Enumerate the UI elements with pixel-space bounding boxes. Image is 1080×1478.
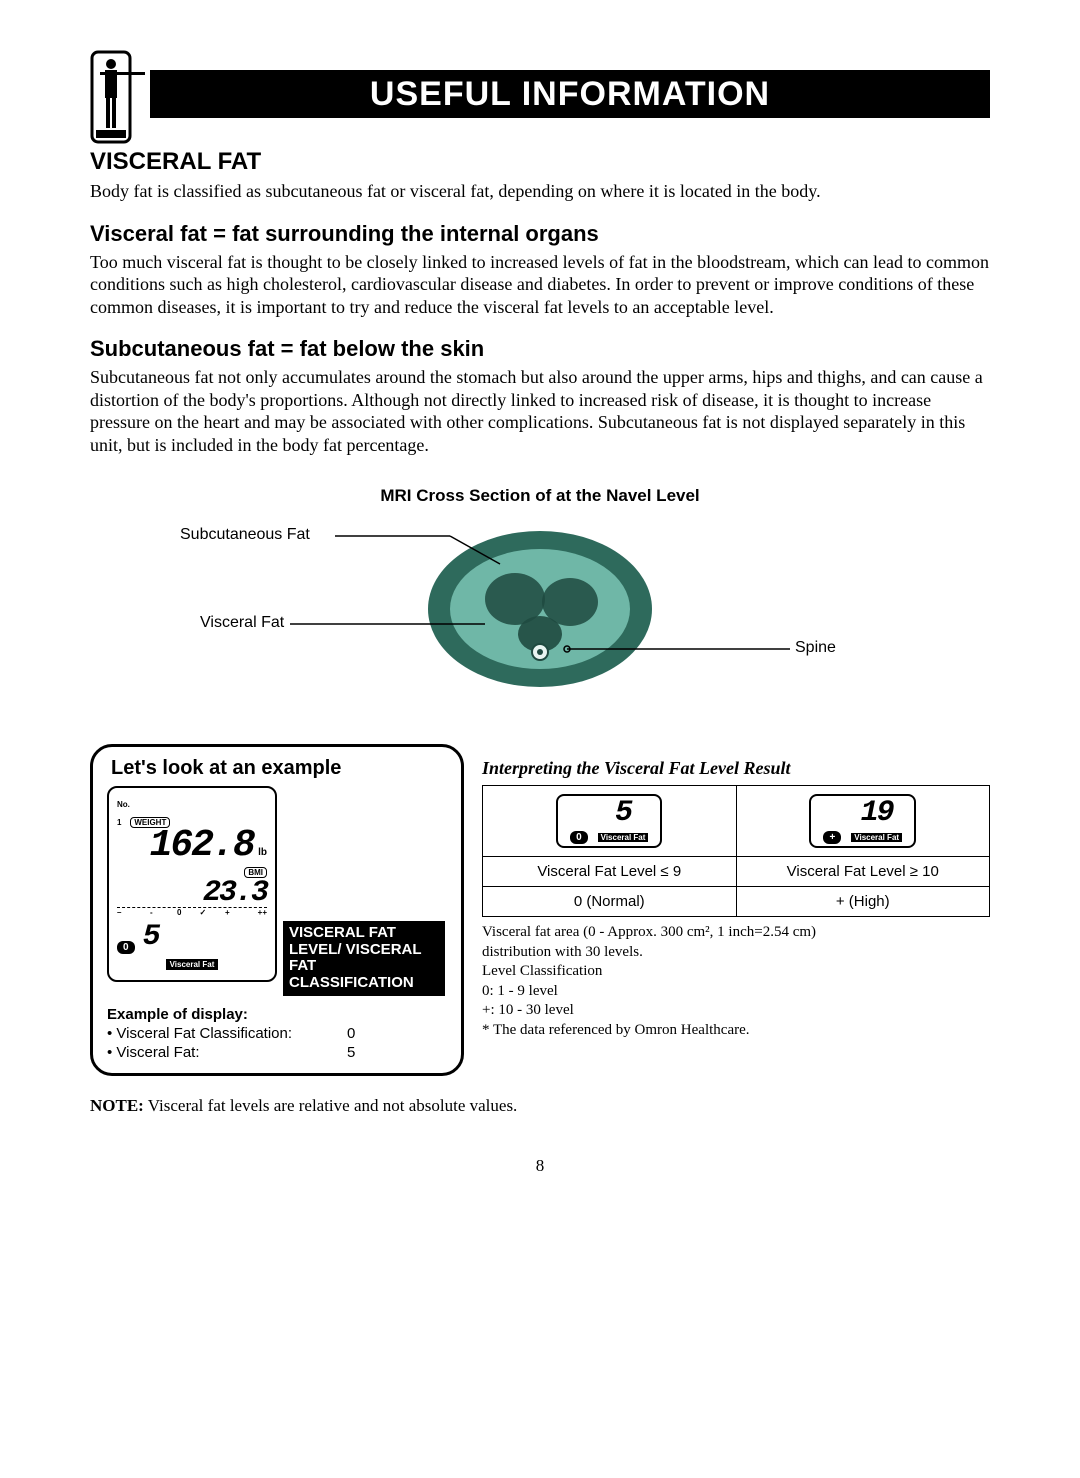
mini-lcd-left-value: 5 xyxy=(615,796,631,830)
mri-label-spine: Spine xyxy=(795,639,836,657)
note-l6: * The data referenced by Omron Healthcar… xyxy=(482,1021,990,1041)
example-box: Let's look at an example No. 1 WEIGHT 16… xyxy=(90,744,464,1076)
note-l4: 0: 1 - 9 level xyxy=(482,982,990,1002)
interpret-right-class: + (High) xyxy=(736,887,990,917)
intro-text: Body fat is classified as subcutaneous f… xyxy=(90,180,990,203)
mri-title: MRI Cross Section of at the Navel Level xyxy=(90,486,990,506)
example-title: Let's look at an example xyxy=(111,757,447,780)
interpret-left-range: Visceral Fat Level ≤ 9 xyxy=(483,857,737,887)
section-title: VISCERAL FAT xyxy=(90,148,990,176)
interpret-table: 0 5 Visceral Fat + 19 Viscera xyxy=(482,785,990,917)
mri-diagram: MRI Cross Section of at the Navel Level … xyxy=(90,486,990,704)
subcut-text: Subcutaneous fat not only accumulates ar… xyxy=(90,366,990,456)
lcd-display: No. 1 WEIGHT 162.8 lb BMI 23.3 – - 0 ✓ xyxy=(107,786,277,982)
interpret-left-class: 0 (Normal) xyxy=(483,887,737,917)
mini-lcd-right-value: 19 xyxy=(861,796,893,830)
lcd-weight-value: 162.8 xyxy=(150,824,254,867)
note-label: NOTE: xyxy=(90,1096,144,1115)
side-black-label: VISCERAL FAT LEVEL/ VISCERAL FAT CLASSIF… xyxy=(283,921,445,996)
note-text: Visceral fat levels are relative and not… xyxy=(144,1096,517,1115)
interpretation-block: Interpreting the Visceral Fat Level Resu… xyxy=(482,744,990,1040)
ex-row2-value: 5 xyxy=(347,1044,387,1061)
note-l5: +: 10 - 30 level xyxy=(482,1001,990,1021)
subcut-heading: Subcutaneous fat = fat below the skin xyxy=(90,336,990,362)
lcd-bmi-value: 23.3 xyxy=(203,876,267,910)
note-l2: distribution with 30 levels. xyxy=(482,943,990,963)
example-display-heading: Example of display: xyxy=(107,1006,447,1023)
lcd-vf-value: 5 xyxy=(143,920,159,954)
mini-lcd-right-label: Visceral Fat xyxy=(851,833,902,842)
page-note: NOTE: Visceral fat levels are relative a… xyxy=(90,1096,990,1116)
ex-row2-label: • Visceral Fat: xyxy=(107,1044,347,1061)
person-scale-icon xyxy=(90,50,150,145)
page-number: 8 xyxy=(90,1156,990,1176)
note-l1: Visceral fat area (0 - Approx. 300 cm², … xyxy=(482,923,990,943)
mini-lcd-left-badge: 0 xyxy=(570,831,588,844)
lcd-vf-label: Visceral Fat xyxy=(166,959,219,970)
page-banner: USEFUL INFORMATION xyxy=(90,60,990,130)
mri-label-subcutaneous: Subcutaneous Fat xyxy=(180,526,310,544)
lcd-bar-indicator: – - 0 ✓ + ++ xyxy=(117,907,267,918)
lcd-no-label: No. xyxy=(117,800,130,809)
note-l3: Level Classification xyxy=(482,962,990,982)
mini-lcd-right-badge: + xyxy=(823,831,841,844)
interpret-right-range: Visceral Fat Level ≥ 10 xyxy=(736,857,990,887)
interpret-title: Interpreting the Visceral Fat Level Resu… xyxy=(482,758,990,779)
lcd-vf-badge: 0 xyxy=(117,941,135,954)
banner-title: USEFUL INFORMATION xyxy=(150,70,990,118)
mri-cross-section-icon xyxy=(420,524,660,694)
ex-row1-label: • Visceral Fat Classification: xyxy=(107,1025,347,1042)
ex-row1-value: 0 xyxy=(347,1025,387,1042)
mri-label-visceral: Visceral Fat xyxy=(200,614,284,632)
interpret-cell-right-display: + 19 Visceral Fat xyxy=(736,786,990,857)
visceral-text: Too much visceral fat is thought to be c… xyxy=(90,251,990,319)
mini-lcd-left-label: Visceral Fat xyxy=(598,833,649,842)
interpret-notes: Visceral fat area (0 - Approx. 300 cm², … xyxy=(482,923,990,1040)
lcd-weight-unit: lb xyxy=(258,847,267,858)
lcd-no-value: 1 xyxy=(117,818,121,827)
visceral-heading: Visceral fat = fat surrounding the inter… xyxy=(90,221,990,247)
interpret-cell-left-display: 0 5 Visceral Fat xyxy=(483,786,737,857)
